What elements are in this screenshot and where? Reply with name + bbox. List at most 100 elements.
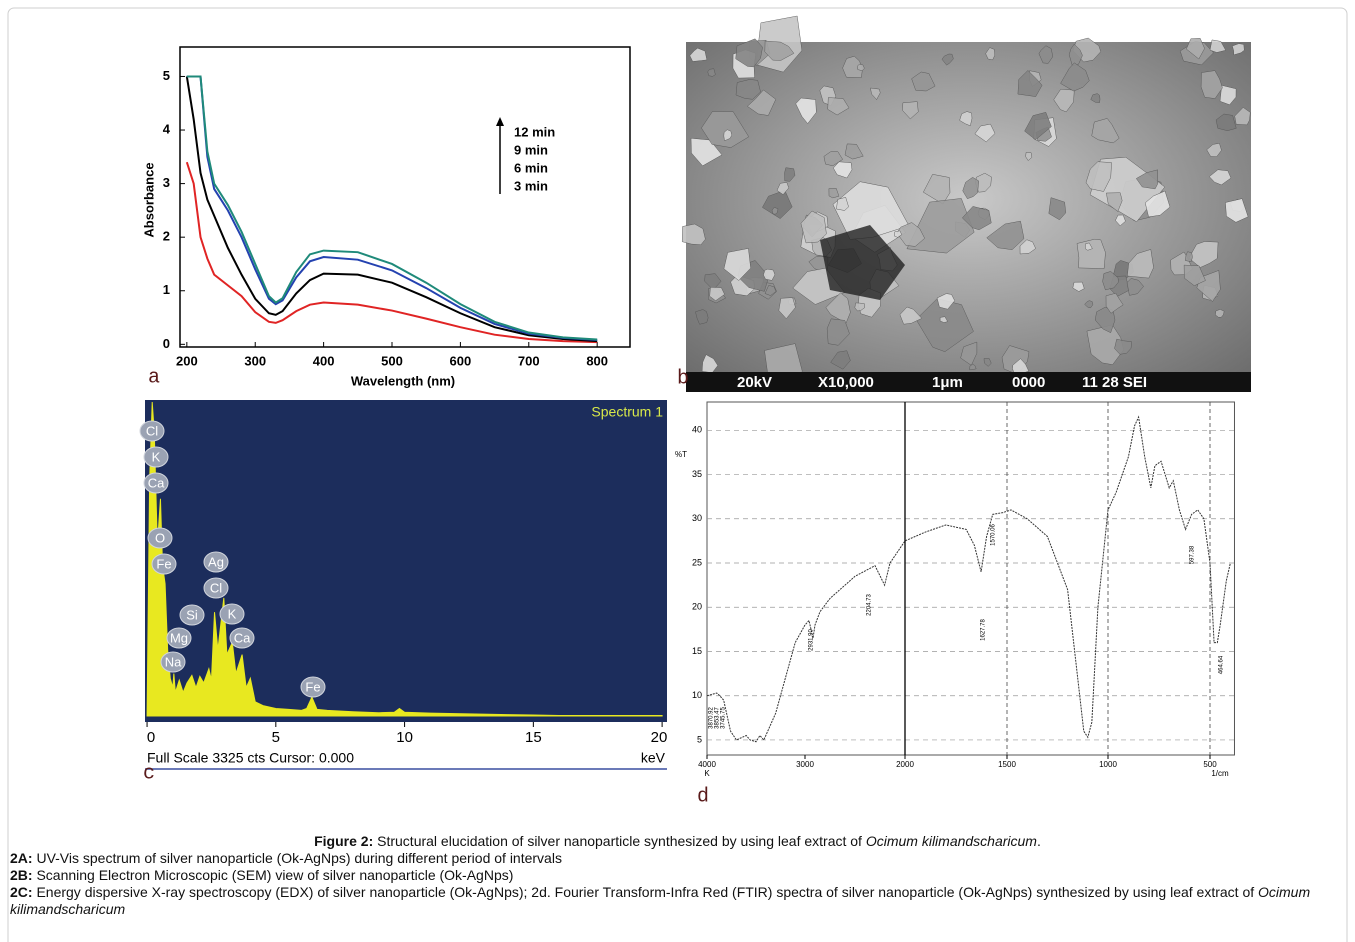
sem-grain — [723, 248, 751, 281]
x-tick-label: 0 — [147, 729, 155, 746]
element-label: O — [155, 530, 165, 545]
line-series — [185, 76, 598, 343]
sem-grain — [707, 68, 716, 77]
sem-grain — [681, 223, 706, 246]
x-tick-label: 20 — [651, 729, 668, 746]
caption-lead: 2B: — [10, 867, 33, 883]
x-tick-label: 3000 — [796, 760, 814, 769]
caption-lead: 2A: — [10, 850, 33, 866]
sem-grain — [1184, 251, 1193, 263]
panel-label: c — [143, 762, 155, 785]
spectrum-area — [146, 401, 663, 717]
sem-grain — [826, 318, 850, 346]
spectrum-title: Spectrum 1 — [591, 404, 663, 420]
element-label: Na — [165, 654, 182, 669]
element-label: Si — [186, 607, 198, 622]
caption-line: 2B: Scanning Electron Microscopic (SEM) … — [10, 867, 1345, 884]
caption-text: UV-Vis spectrum of silver nanoparticle (… — [36, 850, 562, 866]
sem-grain — [830, 350, 851, 370]
sem-grain — [1115, 214, 1126, 227]
sem-grain — [823, 151, 844, 167]
sem-grain — [959, 111, 973, 127]
sem-text: 0000 — [1012, 374, 1045, 391]
sem-grain — [1234, 107, 1251, 126]
sem-grain — [1086, 324, 1124, 365]
y-axis-label: Absorbance — [141, 162, 156, 237]
element-label: Fe — [156, 556, 171, 571]
plot-frame — [179, 46, 631, 348]
sem-grain — [1135, 169, 1159, 190]
element-badge — [219, 603, 245, 625]
sem-grain — [1019, 239, 1037, 255]
element-label: Ca — [234, 630, 251, 645]
sem-grain — [795, 97, 817, 125]
sem-grain — [764, 40, 795, 61]
sem-grain — [1215, 309, 1225, 318]
sem-text: X10,000 — [818, 374, 874, 391]
sem-grain — [1188, 241, 1219, 268]
x-tick-label: 4000 — [698, 760, 716, 769]
sem-grain — [709, 287, 725, 302]
y-tick-label: 5 — [163, 68, 170, 83]
caption-text: Energy dispersive X-ray spectroscopy (ED… — [36, 884, 1255, 900]
x-tick-label: 5 — [272, 729, 280, 746]
x-unit-left: K — [704, 769, 710, 778]
species: Ocimum kilimandscharicum — [10, 884, 1311, 917]
sem-grain — [1068, 43, 1083, 67]
sem-databar — [686, 372, 1251, 392]
y-tick-label: 3 — [163, 175, 170, 190]
sem-grain — [832, 161, 853, 179]
x-tick-label: 500 — [381, 353, 403, 368]
peak-label: 2931.90 — [809, 629, 815, 651]
footer: Full Scale 3325 cts Cursor: 0.000 — [147, 750, 354, 766]
sem-grain — [763, 268, 776, 281]
y-axis-label: %T — [675, 450, 687, 459]
sem-grain — [894, 230, 903, 238]
sem-grain — [899, 306, 923, 325]
sem-grain — [764, 285, 777, 296]
sem-grain — [723, 129, 733, 142]
legend-label: 6 min — [514, 160, 548, 175]
element-label: K — [152, 449, 161, 464]
legend-label: 9 min — [514, 142, 548, 157]
x-tick-label: 500 — [1203, 760, 1217, 769]
sem-grain — [1127, 249, 1154, 279]
sem-grain — [701, 111, 750, 148]
sem-grain — [747, 89, 777, 116]
sem-grain — [961, 206, 992, 231]
x-tick-label: 15 — [525, 729, 542, 746]
element-badge — [143, 446, 169, 468]
line-series — [186, 75, 598, 342]
peak-label: 3745.75 — [721, 707, 727, 729]
sem-grain — [836, 196, 849, 211]
x-tick-label: 400 — [313, 353, 335, 368]
sem-image: 20kV X10,000 1μm 0000 11 28 SEI — [681, 15, 1251, 392]
sem-grain — [778, 297, 796, 320]
sem-grain — [936, 293, 955, 310]
species: Ocimum kilimandscharicum — [865, 833, 1037, 849]
sem-grain — [941, 53, 954, 66]
plot-frame — [706, 401, 1235, 756]
sem-grain — [735, 79, 761, 100]
sem-grain — [1114, 338, 1132, 355]
y-tick-label: 10 — [692, 690, 702, 700]
x-tick-label: 300 — [244, 353, 266, 368]
element-label: Mg — [170, 630, 188, 645]
element-badge — [229, 627, 255, 649]
sem-grain — [1105, 292, 1124, 314]
caption-lead: 2C: — [10, 884, 33, 900]
y-tick-label: 2 — [163, 229, 170, 244]
sem-grain — [1072, 281, 1085, 292]
element-label: K — [228, 606, 237, 621]
sem-grain — [985, 47, 996, 61]
panel-label: a — [148, 366, 160, 389]
peak-label: 2204.73 — [867, 594, 873, 616]
x-axis-label: Wavelength (nm) — [351, 373, 455, 388]
sem-grain — [1219, 84, 1237, 106]
sem-grain — [828, 188, 840, 199]
element-badge — [151, 553, 177, 575]
x-tick-label: 2000 — [896, 760, 914, 769]
sem-shadow — [820, 225, 905, 300]
